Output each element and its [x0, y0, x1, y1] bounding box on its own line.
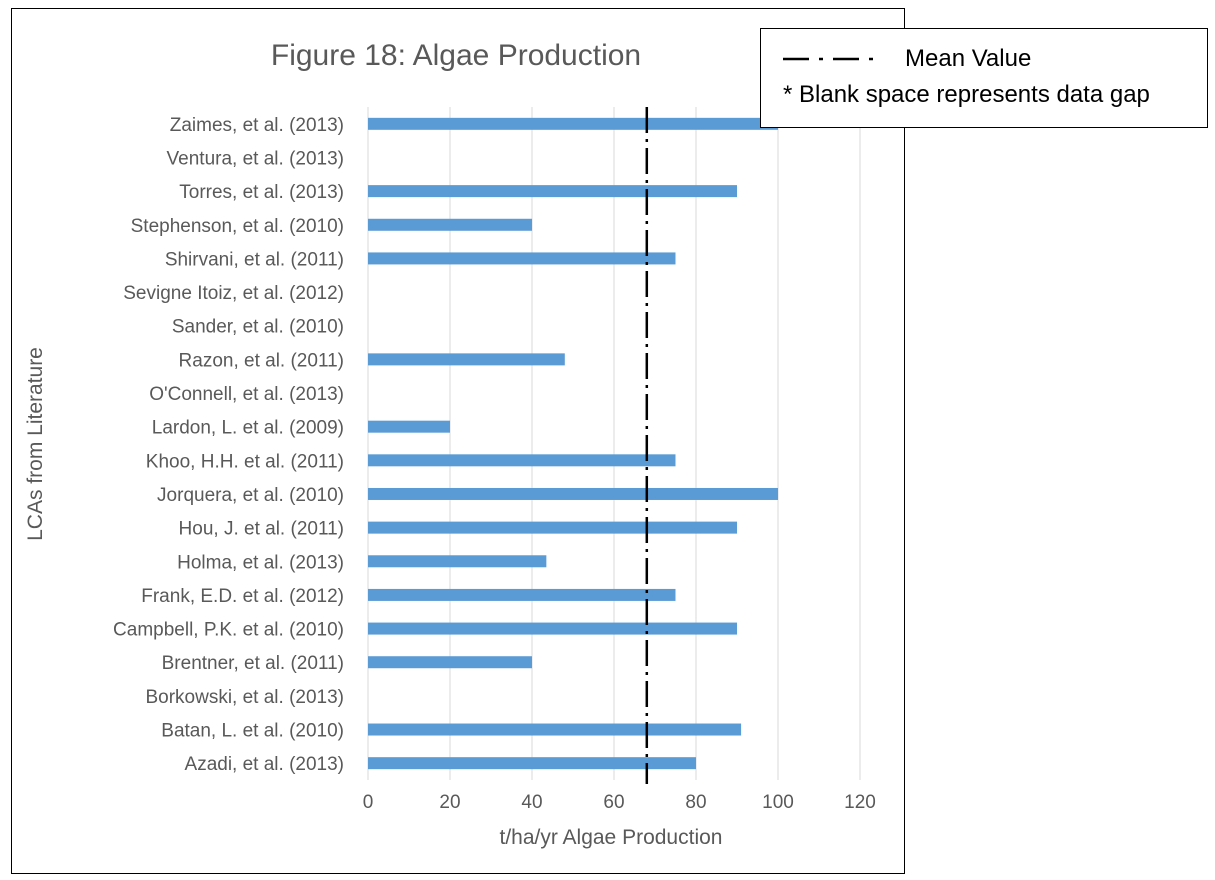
y-tick-label: Sevigne Itoiz, et al. (2012) — [123, 283, 344, 304]
y-axis-label: LCAs from Literature — [24, 347, 47, 541]
y-tick-label: Brentner, et al. (2011) — [162, 653, 344, 674]
y-tick-label: Hou, J. et al. (2011) — [179, 519, 344, 540]
x-tick-label: 100 — [762, 792, 794, 813]
legend-box: Mean Value * Blank space represents data… — [760, 28, 1208, 128]
y-tick-label: Razon, et al. (2011) — [179, 350, 344, 371]
y-tick-label: Holma, et al. (2013) — [177, 552, 344, 573]
y-tick-label: Shirvani, et al. (2011) — [165, 249, 344, 270]
y-tick-label: O'Connell, et al. (2013) — [149, 384, 344, 405]
chart-title: Figure 18: Algae Production — [271, 39, 641, 72]
bar — [368, 117, 778, 130]
bar — [368, 521, 737, 534]
x-tick-label: 120 — [844, 792, 876, 813]
legend-mean-line-swatch — [783, 57, 879, 61]
x-tick-label: 60 — [603, 792, 624, 813]
bar — [368, 555, 547, 568]
x-tick-labels: 0 20 40 60 80 100 120 — [363, 792, 876, 813]
y-tick-label: Frank, E.D. et al. (2012) — [141, 586, 344, 607]
y-tick-label: Campbell, P.K. et al. (2010) — [113, 620, 344, 641]
bar — [368, 218, 532, 231]
y-tick-label: Jorquera, et al. (2010) — [157, 485, 344, 506]
chart-frame: Figure 18: Algae Production Zaimes, et a… — [11, 8, 905, 874]
bar — [368, 252, 676, 265]
y-tick-label: Lardon, L. et al. (2009) — [152, 418, 344, 439]
grid-layer — [367, 107, 861, 780]
bar — [368, 487, 778, 500]
legend-mean-entry: Mean Value — [761, 43, 1207, 77]
y-tick-label: Stephenson, et al. (2010) — [131, 216, 344, 237]
y-tick-labels: Zaimes, et al. (2013) Ventura, et al. (20… — [113, 115, 344, 775]
bar — [368, 622, 737, 635]
x-tick-label: 0 — [363, 792, 374, 813]
bar — [368, 588, 676, 601]
legend-data-gap-note: * Blank space represents data gap — [783, 81, 1150, 108]
y-tick-label: Torres, et al. (2013) — [179, 182, 344, 203]
x-tick-label: 80 — [685, 792, 706, 813]
bar — [368, 656, 532, 669]
chart-svg: Figure 18: Algae Production Zaimes, et a… — [24, 39, 876, 849]
x-axis-label: t/ha/yr Algae Production — [500, 826, 723, 849]
bar — [368, 353, 565, 366]
y-tick-label: Zaimes, et al. (2013) — [170, 115, 344, 136]
y-tick-label: Azadi, et al. (2013) — [185, 754, 344, 775]
x-tick-label: 20 — [439, 792, 460, 813]
y-tick-label: Sander, et al. (2010) — [172, 317, 344, 338]
y-tick-label: Ventura, et al. (2013) — [167, 148, 344, 169]
y-tick-label: Batan, L. et al. (2010) — [161, 721, 344, 742]
bar — [368, 185, 737, 198]
bar — [368, 723, 742, 736]
y-tick-label: Khoo, H.H. et al. (2011) — [146, 451, 344, 472]
bar — [368, 454, 676, 467]
bar-layer — [368, 117, 778, 770]
x-tick-label: 40 — [521, 792, 542, 813]
bar — [368, 757, 696, 770]
legend-mean-label: Mean Value — [905, 45, 1032, 72]
bar — [368, 420, 450, 433]
y-tick-label: Borkowski, et al. (2013) — [145, 687, 344, 708]
